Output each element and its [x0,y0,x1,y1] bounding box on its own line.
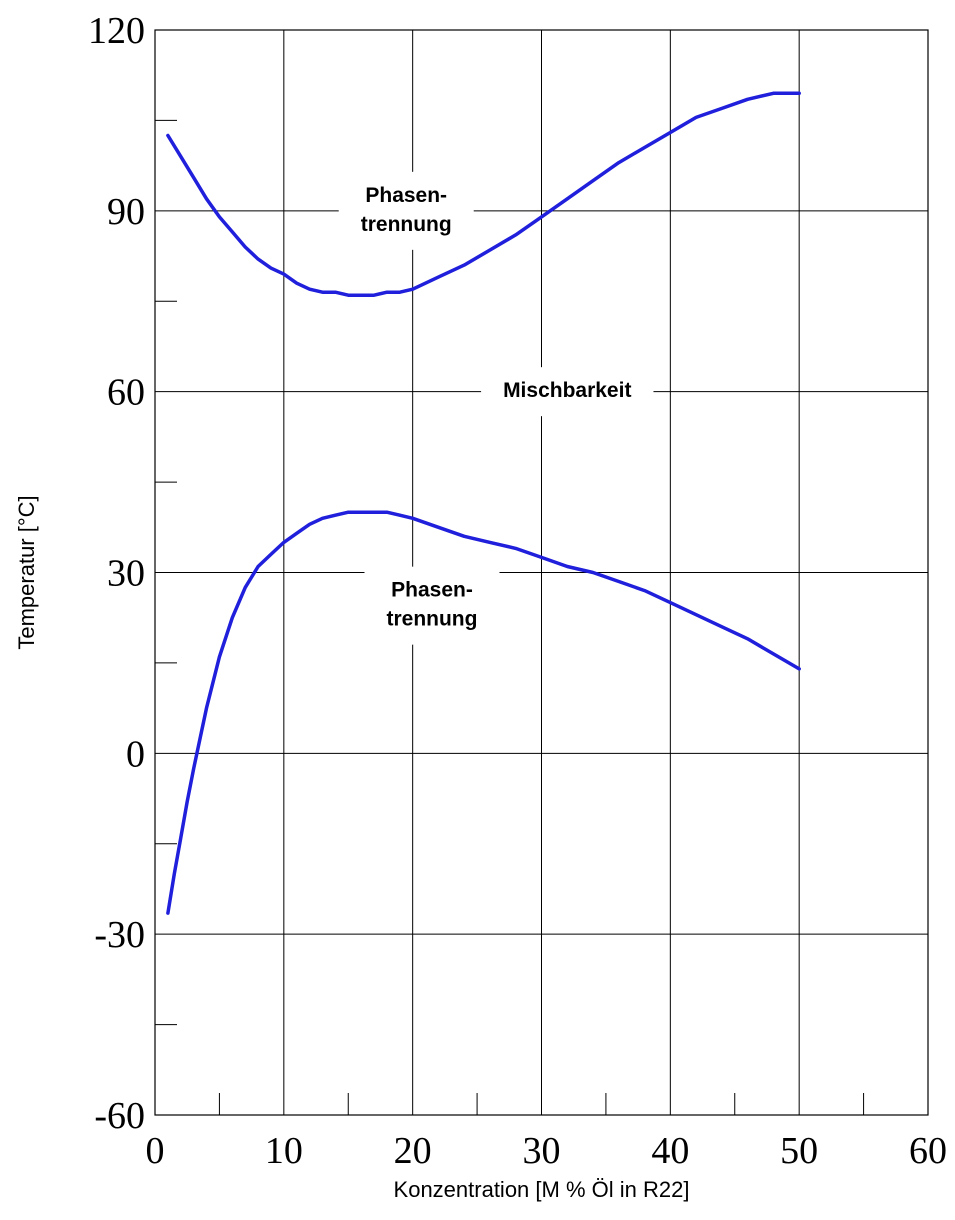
grid [155,30,928,1115]
annotation-lower: Phasen-trennung [364,566,500,645]
x-tick-label: 30 [523,1130,561,1172]
x-tick-label: 20 [394,1130,432,1172]
annotation-mask [364,566,500,645]
annotations: Phasen-trennung Mischbarkeit Phasen-trennu… [338,171,654,645]
y-tick-label: -30 [94,914,145,956]
plot-frame [154,29,929,1116]
axis-ticks [155,119,865,1115]
y-tick-label: 30 [107,553,145,595]
series-line-1 [166,91,801,297]
annotation-text: Mischbarkeit [503,379,631,402]
series-layer [166,91,801,915]
annotation-middle: Mischbarkeit [481,367,654,417]
annotation-mask [338,171,474,250]
annotation-upper: Phasen-trennung [338,171,474,250]
y-tick-label: -60 [94,1095,145,1137]
annotation-text: trennung [361,213,452,236]
x-tick-label: 40 [651,1130,689,1172]
x-axis-title: Konzentration [M % Öl in R22] [394,1177,690,1202]
x-tick-label: 10 [265,1130,303,1172]
x-tick-label: 60 [909,1130,947,1172]
y-tick-label: 0 [126,733,145,775]
y-axis-title: Temperatur [°C] [14,495,39,649]
annotation-text: Phasen- [365,184,447,207]
series-line-2 [166,510,801,915]
x-tick-label: 50 [780,1130,818,1172]
y-tick-label: 60 [107,372,145,414]
x-tick-labels: 0 10 20 30 40 50 60 [146,1130,948,1172]
annotation-text: trennung [386,608,477,631]
annotation-mask [481,367,654,417]
x-tick-label: 0 [146,1130,165,1172]
y-tick-label: 120 [88,10,145,52]
y-tick-label: 90 [107,191,145,233]
y-tick-labels: -60 -30 0 30 60 90 120 [88,10,145,1137]
annotation-text: Phasen- [391,579,473,602]
